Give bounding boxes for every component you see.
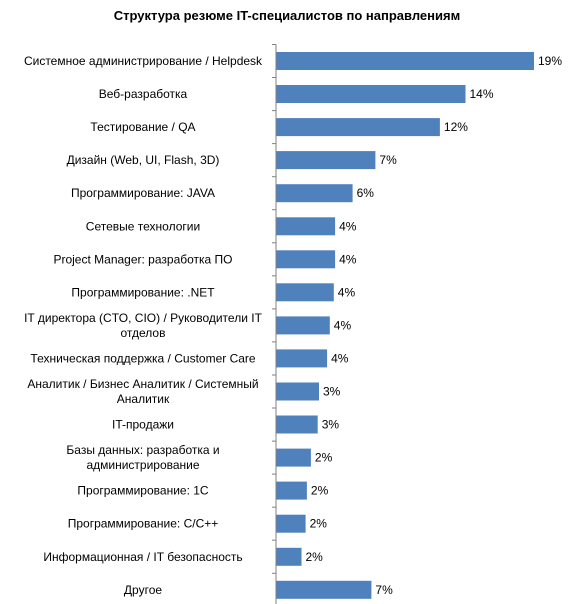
category-label-line: Программирование: JAVA [71,186,215,200]
category-label-line: Тестирование / QA [90,120,195,134]
category-labels: Системное администрирование / Helpdesk Ве… [24,54,263,597]
bar [276,448,311,467]
data-label: 4% [339,252,357,266]
category-label-line: отделов [121,326,166,340]
category-label-line: IT-продажи [112,418,174,432]
category-label-line: Программирование: C/C++ [68,517,219,531]
category-label-line: Системное администрирование / Helpdesk [24,54,263,68]
category-label-line: Информационная / IT безопасность [43,550,242,564]
bar [276,547,302,566]
data-label: 4% [331,351,349,365]
category-label: Project Manager: разработка ПО [53,252,232,266]
bar [276,151,376,170]
category-label-line: Project Manager: разработка ПО [53,252,232,266]
bar [276,85,466,103]
category-label-line: Программирование: .NET [71,285,215,299]
bar [276,217,336,236]
data-label: 2% [310,517,328,531]
bar [276,382,319,401]
bar [276,349,328,368]
category-label: Программирование: 1С [77,484,209,498]
category-label: Аналитик / Бизнес Аналитик / Системный Ан… [27,377,258,406]
data-label: 2% [315,451,333,465]
data-label: 4% [334,318,352,332]
bar [276,415,318,434]
bar [276,184,353,203]
category-label: Программирование: C/C++ [68,517,219,531]
category-label: Программирование: .NET [71,285,215,299]
value-labels: 19% 14% 12% 7% 6% 4% 4% 4% 4% 4% 3% 3% 2% 2% 2% 2% 7% [306,54,563,597]
category-label: Базы данных: разработка и администрирован… [66,443,219,472]
category-label: Информационная / IT безопасность [43,550,242,564]
category-label: IT-продажи [112,418,174,432]
category-label: Системное администрирование / Helpdesk [24,54,263,68]
bar [276,250,336,269]
data-label: 2% [306,550,324,564]
bar [276,283,334,302]
category-label: Дизайн (Web, UI, Flash, 3D) [67,153,220,167]
bars-group [276,52,534,599]
bar [276,580,372,599]
category-label-line: Базы данных: разработка и [66,443,219,457]
data-label: 2% [311,484,329,498]
category-label-line: Аналитик / Бизнес Аналитик / Системный [27,377,258,391]
category-label: Другое [124,583,162,597]
data-label: 4% [338,285,356,299]
data-label: 12% [444,120,468,134]
data-label: 4% [339,219,357,233]
bar [276,118,440,137]
category-label-line: Программирование: 1С [77,484,209,498]
category-label: Техническая поддержка / Customer Care [30,351,256,365]
data-label: 14% [470,87,494,101]
category-label-line: Другое [124,583,162,597]
category-label: Сетевые технологии [86,219,200,233]
category-label: Тестирование / QA [90,120,195,134]
category-label: IT директора (CTO, CIO) / Руководители I… [24,311,262,340]
category-label: Программирование: JAVA [71,186,215,200]
bar [276,481,307,500]
category-label-line: администрирование [86,458,199,472]
category-label-line: Аналитик [117,392,170,406]
bar [276,514,306,533]
chart-title: Структура резюме IT-специалистов по напр… [113,8,461,23]
category-label-line: Дизайн (Web, UI, Flash, 3D) [67,153,220,167]
category-label-line: Сетевые технологии [86,219,200,233]
data-label: 6% [357,186,375,200]
category-label: Веб-разработка [99,87,188,101]
data-label: 7% [375,583,393,597]
category-label-line: Веб-разработка [99,87,188,101]
data-label: 19% [538,54,562,68]
data-label: 3% [323,385,341,399]
category-label-line: IT директора (CTO, CIO) / Руководители I… [24,311,262,325]
data-label: 3% [322,418,340,432]
bar [276,316,330,335]
category-label-line: Техническая поддержка / Customer Care [30,351,256,365]
data-label: 7% [379,153,397,167]
bar [276,52,534,70]
